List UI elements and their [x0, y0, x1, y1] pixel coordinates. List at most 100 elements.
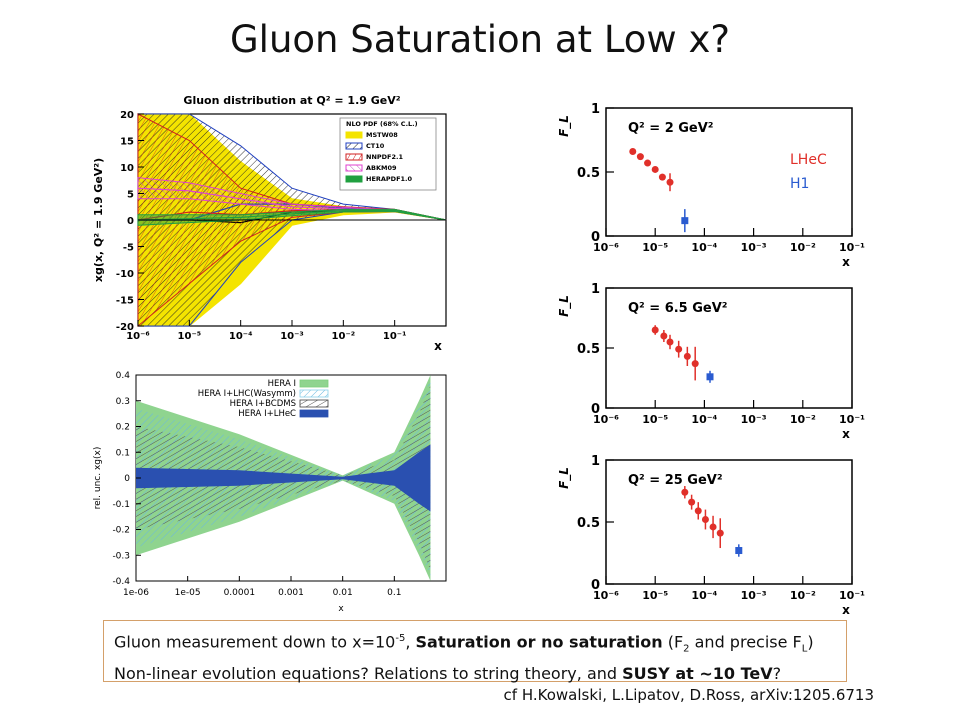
x-tick-label: 0.0001: [224, 588, 256, 598]
legend-entry: HERA I: [268, 379, 296, 389]
legend-entry: NNPDF2.1: [366, 153, 403, 161]
x-tick-label: 10⁻¹: [383, 331, 407, 342]
x-tick-label: 10⁻¹: [839, 589, 865, 602]
x-tick-label: 10⁻⁵: [642, 589, 668, 602]
legend-title: NLO PDF (68% C.L.): [346, 120, 418, 128]
x-axis-label: x: [434, 339, 442, 353]
y-tick-label: 0.1: [116, 448, 130, 458]
y-tick-label: 0.5: [577, 166, 600, 181]
y-tick-label: 0: [591, 402, 600, 417]
data-point-lhec: [716, 529, 724, 537]
x-tick-label: 10⁻⁴: [229, 331, 253, 342]
fl-chart-q2-2: 1 0.5 010⁻⁶ 10⁻⁵ 10⁻⁴ 10⁻³ 10⁻² 10⁻¹x F_L Q² = 2 …: [557, 102, 865, 269]
y-tick-label: 0: [591, 230, 600, 245]
y-tick-label: 0: [124, 474, 130, 484]
data-point-lhec: [644, 159, 652, 167]
legend-swatch: [345, 131, 363, 139]
x-tick-label: 0.01: [333, 588, 353, 598]
y-tick-label: 0.4: [116, 371, 131, 381]
x-tick-label: 10⁻³: [280, 331, 304, 342]
legend-entry: HERA I+LHC(Wasymm): [198, 389, 296, 399]
x-tick-label: 10⁻⁵: [178, 331, 202, 342]
data-point-h1: [735, 547, 743, 555]
caption-box: Gluon measurement down to x=10-5, Satura…: [103, 620, 847, 683]
x-axis-label: x: [842, 255, 850, 269]
h1-legend-label: H1: [790, 176, 810, 192]
y-tick-label: -0.3: [112, 551, 130, 561]
caption-line-1: Gluon measurement down to x=10-5, Satura…: [114, 632, 814, 655]
legend-swatch: [345, 175, 363, 183]
data-point-lhec: [681, 488, 689, 496]
chart-title: Gluon distribution at Q² = 1.9 GeV²: [183, 94, 400, 107]
y-axis-label: F_L: [557, 115, 572, 137]
data-point-lhec: [666, 178, 674, 186]
x-tick-label: 10⁻³: [741, 589, 767, 602]
legend-swatch: [345, 142, 363, 150]
x-tick-label: 10⁻⁶: [593, 413, 619, 426]
relative-uncertainty-chart: 0.4 0.3 0.2 0.1 0 -0.1 -0.2 -0.3 -0.41e-06 1e-05 0…: [93, 371, 447, 614]
legend-entry: HERAPDF1.0: [366, 175, 413, 183]
y-tick-label: -5: [123, 243, 134, 254]
central-line-herapdf10: [137, 209, 447, 221]
x-tick-label: 10⁻²: [790, 589, 816, 602]
x-tick-label: 10⁻⁴: [691, 589, 717, 602]
lhec-legend-label: LHeC: [790, 152, 827, 168]
x-tick-label: 10⁻³: [741, 241, 767, 254]
y-tick-label: 20: [120, 110, 134, 121]
y-tick-label: 1: [591, 102, 600, 117]
data-point-lhec: [709, 523, 717, 531]
legend-swatch: [299, 409, 329, 418]
y-tick-label: 0.2: [116, 423, 130, 433]
y-tick-label: 1: [591, 282, 600, 297]
y-tick-label: -0.2: [112, 526, 130, 536]
x-tick-label: 10⁻⁴: [691, 413, 717, 426]
q2-annotation: Q² = 2 GeV²: [628, 121, 714, 136]
y-axis-label: F_L: [557, 467, 572, 489]
legend-swatch: [345, 164, 363, 172]
data-point-lhec: [636, 153, 644, 161]
x-tick-label: 10⁻⁵: [642, 241, 668, 254]
y-tick-label: 0: [591, 578, 600, 593]
data-point-h1: [681, 217, 689, 225]
fl-chart-q2-25: 1 0.5 010⁻⁶ 10⁻⁵ 10⁻⁴ 10⁻³ 10⁻² 10⁻¹x F_L Q² = 25…: [557, 454, 865, 617]
caption-line-2: Non-linear evolution equations? Relation…: [114, 663, 782, 683]
data-point-lhec: [688, 498, 696, 506]
x-tick-label: 10⁻⁶: [593, 241, 619, 254]
y-tick-label: 1: [591, 454, 600, 469]
y-tick-label: 5: [127, 190, 134, 201]
legend-swatch: [299, 399, 329, 408]
y-tick-label: 0: [127, 216, 134, 227]
y-tick-label: 15: [120, 137, 134, 148]
q2-annotation: Q² = 25 GeV²: [628, 473, 723, 488]
y-tick-label: -15: [116, 296, 134, 307]
x-axis-label: x: [338, 604, 344, 614]
data-point-lhec: [694, 507, 702, 515]
y-axis-label: rel. unc. xg(x): [93, 447, 103, 510]
y-tick-label: 0.5: [577, 516, 600, 531]
x-tick-label: 10⁻¹: [839, 413, 865, 426]
y-tick-label: -20: [116, 322, 134, 333]
data-point-lhec: [683, 352, 691, 360]
plot-frame: [605, 459, 853, 585]
y-tick-label: 10: [120, 163, 134, 174]
legend-entry: HERA I+BCDMS: [230, 399, 296, 409]
data-point-lhec: [651, 326, 659, 334]
band-herailhec: [136, 444, 431, 512]
y-tick-label: -0.4: [112, 577, 130, 587]
x-tick-label: 0.1: [387, 588, 401, 598]
y-tick-label: -0.1: [112, 500, 130, 510]
plot-frame: [605, 107, 853, 237]
legend-entry: HERA I+LHeC: [238, 409, 296, 419]
data-point-h1: [706, 373, 714, 381]
x-tick-label: 10⁻⁴: [691, 241, 717, 254]
legend-swatch: [299, 379, 329, 388]
x-axis-label: x: [842, 603, 850, 617]
data-point-lhec: [660, 332, 668, 340]
legend-entry: CT10: [366, 142, 385, 150]
x-axis-label: x: [842, 427, 850, 441]
data-point-lhec: [666, 338, 674, 346]
x-tick-label: 1e-05: [175, 588, 201, 598]
y-tick-label: -10: [116, 269, 134, 280]
legend-swatch: [299, 389, 329, 398]
